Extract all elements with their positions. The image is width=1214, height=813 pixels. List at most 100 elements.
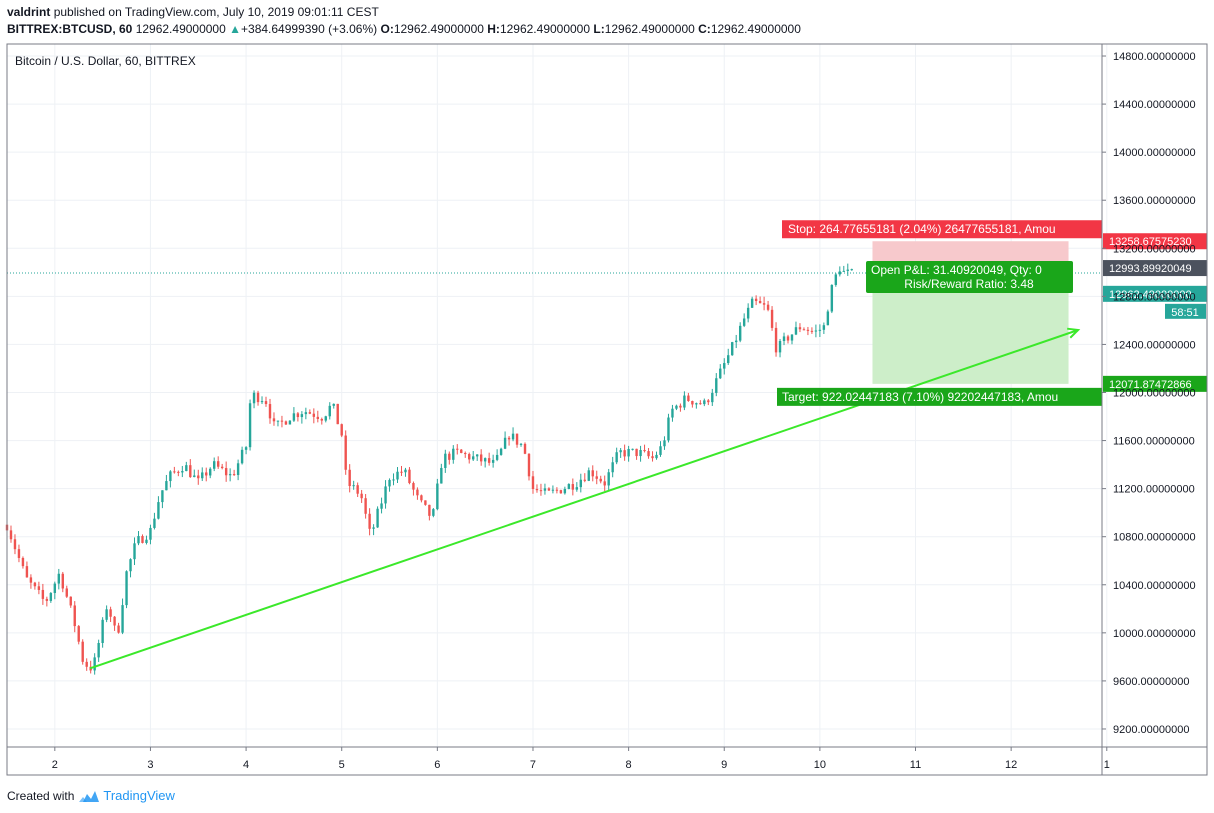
y-tick-label-0: 9200.00000000 <box>1113 724 1189 736</box>
ratio-label-text: Risk/Reward Ratio: 3.48 <box>904 277 1034 291</box>
candle-body-126 <box>507 437 511 440</box>
candle-body-181 <box>727 355 730 364</box>
last-price-label-box <box>1103 285 1207 302</box>
candle-body-133 <box>535 488 539 491</box>
candle-body-54 <box>220 466 224 469</box>
candle-body-208 <box>834 274 838 285</box>
candle-body-160 <box>643 450 646 452</box>
trendline <box>89 329 1079 670</box>
y-tick-label-13: 14400.00000000 <box>1113 99 1196 111</box>
candle-body-151 <box>607 472 610 486</box>
y-tick-label-6: 11600.00000000 <box>1113 436 1195 448</box>
candle-body-110 <box>444 453 447 468</box>
stop-price-label-box <box>1103 233 1207 250</box>
x-tick-label-1: 3 <box>147 759 153 771</box>
candle-body-116 <box>468 454 471 460</box>
candle-body-140 <box>563 488 567 494</box>
candle-body-90 <box>364 498 367 514</box>
tradingview-brand: TradingView <box>103 788 175 803</box>
candle-body-52 <box>213 461 216 469</box>
candle-body-30 <box>125 571 128 606</box>
candle-body-194 <box>778 340 782 353</box>
candle-body-113 <box>456 448 459 450</box>
author-name[interactable]: valdrint <box>7 5 51 19</box>
y-tick-label-14: 14800.00000000 <box>1113 51 1196 63</box>
candle-body-136 <box>547 488 551 491</box>
candle-body-122 <box>491 459 495 463</box>
y-tick-label-7: 12000.00000000 <box>1113 387 1196 399</box>
last-price: 12962.49000000 <box>135 22 226 36</box>
candle-body-25 <box>105 609 108 620</box>
candle-body-22 <box>93 657 96 671</box>
candle-body-42 <box>173 471 176 473</box>
candle-body-15 <box>65 588 68 597</box>
candle-body-164 <box>659 446 662 455</box>
candle-body-210 <box>842 270 845 272</box>
close-label: C: <box>698 22 711 36</box>
tradingview-logo[interactable]: TradingView <box>78 788 175 803</box>
candle-body-72 <box>292 413 296 421</box>
x-tick-label-0: 2 <box>52 759 58 771</box>
candle-body-27 <box>113 616 116 626</box>
candle-body-75 <box>304 412 308 415</box>
candle-body-84 <box>340 424 343 436</box>
symbol-label: BITTREX:BTCUSD, 60 <box>7 22 133 36</box>
candle-body-197 <box>790 334 794 341</box>
candle-body-165 <box>663 440 666 447</box>
published-text: published on TradingView.com, July 10, 2… <box>53 5 379 19</box>
candle-body-9 <box>41 589 45 599</box>
candle-body-185 <box>742 318 746 326</box>
candle-body-107 <box>432 509 435 516</box>
x-tick-label-3: 5 <box>339 759 345 771</box>
candle-body-102 <box>412 483 415 490</box>
open-value: 12962.49000000 <box>393 22 484 36</box>
candle-body-131 <box>527 453 531 477</box>
candle-body-114 <box>460 449 463 453</box>
candle-body-204 <box>818 329 822 331</box>
y-tick-label-10: 13200.00000000 <box>1113 243 1196 255</box>
low-label: L: <box>593 22 605 36</box>
candle-body-3 <box>17 549 21 558</box>
candle-body-159 <box>639 450 642 457</box>
candle-body-199 <box>798 327 802 330</box>
high-label: H: <box>487 22 500 36</box>
candle-body-143 <box>575 487 579 490</box>
x-tick-label-6: 8 <box>626 759 632 771</box>
candle-body-190 <box>762 303 766 305</box>
y-tick-label-12: 14000.00000000 <box>1113 147 1196 159</box>
y-tick-label-11: 13600.00000000 <box>1113 195 1196 207</box>
candle-body-92 <box>372 527 375 529</box>
candle-body-85 <box>344 435 347 470</box>
crosshair-price-label-box <box>1103 260 1207 277</box>
x-tick-label-8: 10 <box>814 759 826 771</box>
candle-body-144 <box>579 479 582 488</box>
candle-body-16 <box>69 596 72 606</box>
candle-body-150 <box>603 481 606 486</box>
candle-body-153 <box>615 452 618 463</box>
footer: Created with TradingView <box>7 788 175 803</box>
candle-body-64 <box>260 401 264 403</box>
candle-body-67 <box>272 418 276 422</box>
candle-body-88 <box>356 485 359 494</box>
candle-body-93 <box>376 508 379 528</box>
y-tick-label-8: 12400.00000000 <box>1113 339 1196 351</box>
candle-body-13 <box>57 573 61 584</box>
stop-label-box <box>782 220 1102 239</box>
candle-body-12 <box>53 583 57 594</box>
candle-body-156 <box>627 448 630 457</box>
candle-body-96 <box>388 479 391 487</box>
candle-body-45 <box>185 465 188 472</box>
candle-body-51 <box>209 468 212 476</box>
candle-body-105 <box>424 500 427 505</box>
candle-body-104 <box>420 495 423 501</box>
candle-body-163 <box>655 454 658 459</box>
candle-body-81 <box>328 405 331 417</box>
candle-body-108 <box>436 483 439 510</box>
candle-body-82 <box>332 403 335 406</box>
candle-body-158 <box>635 448 638 457</box>
candle-body-14 <box>61 573 64 589</box>
candle-body-112 <box>452 448 455 460</box>
candle-body-135 <box>543 488 547 491</box>
candle-body-65 <box>264 401 268 405</box>
